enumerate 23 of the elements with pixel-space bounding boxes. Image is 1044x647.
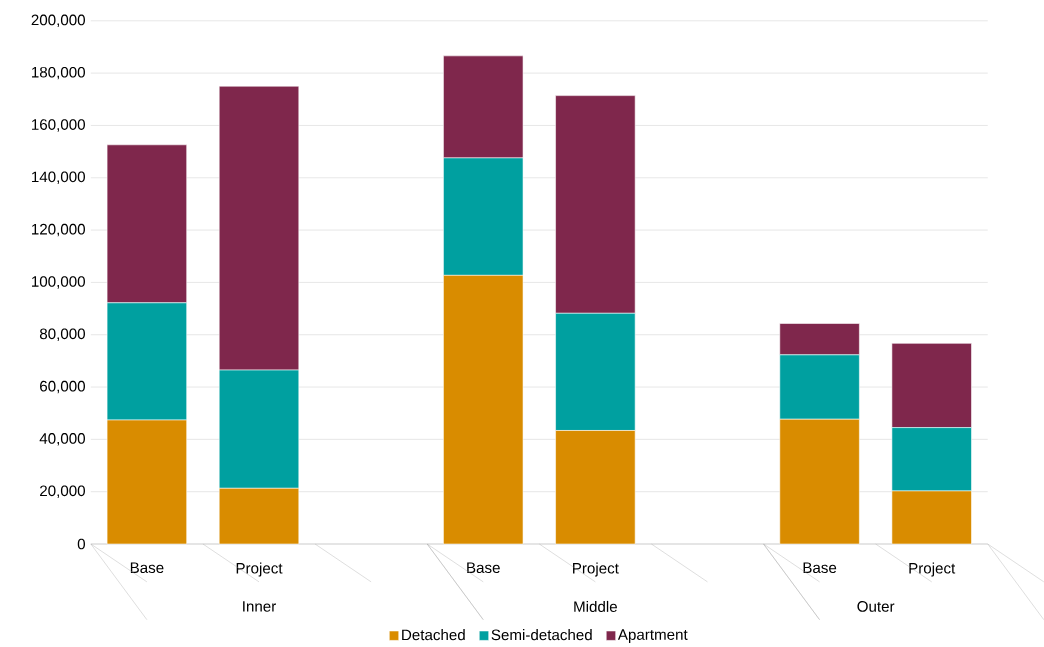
legend-label: Semi-detached <box>491 629 592 641</box>
y-tick-label: 180,000 <box>32 66 85 80</box>
text: Middle <box>574 600 617 612</box>
x-tick-label: Project <box>573 562 619 577</box>
text: Outer <box>857 601 895 612</box>
text: Inner <box>243 601 276 612</box>
y-tick-label: 80,000 <box>39 328 85 341</box>
x-tick-label: Base <box>803 562 837 573</box>
x-tick-label: Project <box>236 562 283 577</box>
y-tick-label: 0 <box>77 538 85 550</box>
y-tick-label: 100,000 <box>32 276 85 289</box>
y-tick-label: 160,000 <box>32 119 85 132</box>
y-tick-label: 140,000 <box>32 171 85 184</box>
x-tick-label: Base <box>467 562 500 573</box>
y-tick-label: 20,000 <box>40 485 85 498</box>
x-tick-label: Base <box>130 562 164 573</box>
y-tick-label: 200,000 <box>31 14 85 27</box>
y-tick-label: 120,000 <box>32 223 85 237</box>
y-tick-label: 40,000 <box>39 433 85 446</box>
y-tick-label: 60,000 <box>40 380 85 394</box>
x-tick-label: Project <box>909 562 956 577</box>
legend-label: Apartment <box>617 629 688 643</box>
legend-label: Detached <box>402 629 465 641</box>
